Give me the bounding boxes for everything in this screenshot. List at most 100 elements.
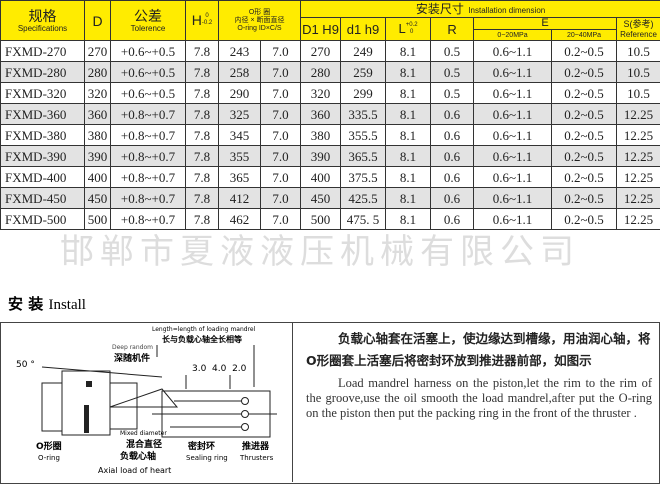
table-cell: 0.2~0.5	[552, 125, 617, 146]
table-cell: 7.8	[186, 41, 219, 62]
table-cell: 345	[219, 125, 261, 146]
table-cell: 8.1	[386, 209, 431, 230]
table-cell: 500	[301, 209, 341, 230]
table-cell: 7.0	[261, 146, 301, 167]
table-cell: 335.5	[341, 104, 386, 125]
table-cell: FXMD-390	[1, 146, 85, 167]
header-installation: 安装尺寸 Installation dimension	[301, 1, 660, 18]
dims-label: 3.0 4.0 2.0	[192, 364, 247, 374]
table-cell: 400	[301, 167, 341, 188]
table-cell: FXMD-400	[1, 167, 85, 188]
table-cell: 360	[85, 104, 111, 125]
table-cell: 355.5	[341, 125, 386, 146]
table-cell: 0.6	[431, 188, 474, 209]
table-cell: 0.2~0.5	[552, 104, 617, 125]
header-s: S(参考)Reference	[617, 18, 660, 41]
table-cell: 450	[301, 188, 341, 209]
table-cell: 7.0	[261, 83, 301, 104]
table-cell: 249	[341, 41, 386, 62]
table-cell: 7.0	[261, 209, 301, 230]
table-cell: 0.6~1.1	[474, 209, 552, 230]
mixed-cn-label: 混合直径	[126, 438, 162, 450]
table-cell: +0.8~+0.7	[111, 146, 186, 167]
table-cell: 280	[85, 62, 111, 83]
header-e: E	[474, 18, 617, 30]
table-cell: 8.1	[386, 62, 431, 83]
table-cell: 0.6~1.1	[474, 167, 552, 188]
length-en-label: Length=length of loading mandrel	[152, 326, 256, 333]
table-cell: 10.5	[617, 62, 660, 83]
table-cell: 8.1	[386, 104, 431, 125]
table-cell: 8.1	[386, 167, 431, 188]
header-e-high: 20~40MPa	[552, 30, 617, 41]
table-cell: FXMD-380	[1, 125, 85, 146]
thruster-en-label: Thrusters	[239, 454, 274, 462]
seal-cn-label: 密封环	[187, 440, 215, 452]
oring-cn-label: O形圈	[36, 440, 62, 452]
table-cell: 0.2~0.5	[552, 167, 617, 188]
deep-cn-label: 深随机件	[114, 352, 150, 364]
table-cell: 10.5	[617, 41, 660, 62]
table-cell: 320	[85, 83, 111, 104]
table-cell: 0.6~1.1	[474, 104, 552, 125]
table-cell: 12.25	[617, 125, 660, 146]
header-r: R	[431, 18, 474, 41]
watermark: 邯郸市夏液液压机械有限公司	[60, 234, 580, 270]
table-cell: +0.8~+0.7	[111, 104, 186, 125]
deep-en-label: Deep random	[112, 344, 153, 351]
table-cell: 7.0	[261, 125, 301, 146]
table-cell: 400	[85, 167, 111, 188]
table-cell: +0.8~+0.7	[111, 125, 186, 146]
table-cell: 0.2~0.5	[552, 209, 617, 230]
table-cell: 0.2~0.5	[552, 83, 617, 104]
table-cell: +0.6~+0.5	[111, 83, 186, 104]
table-cell: 380	[85, 125, 111, 146]
table-cell: 8.1	[386, 41, 431, 62]
header-d1-h9-small: d1 h9	[341, 18, 386, 41]
table-cell: +0.8~+0.7	[111, 167, 186, 188]
header-d1-h9: D1 H9	[301, 18, 341, 41]
table-cell: 259	[341, 62, 386, 83]
install-diagram: Length=length of loading mandrel 长与负载心轴全…	[2, 323, 290, 479]
table-cell: 390	[85, 146, 111, 167]
table-cell: 462	[219, 209, 261, 230]
table-cell: 380	[301, 125, 341, 146]
table-cell: 7.8	[186, 188, 219, 209]
table-cell: 375.5	[341, 167, 386, 188]
table-cell: 365.5	[341, 146, 386, 167]
table-cell: 0.6~1.1	[474, 83, 552, 104]
table-cell: 412	[219, 188, 261, 209]
header-e-low: 0~20MPa	[474, 30, 552, 41]
table-cell: 12.25	[617, 146, 660, 167]
table-cell: +0.6~+0.5	[111, 41, 186, 62]
table-cell: 258	[219, 62, 261, 83]
table-cell: +0.8~+0.7	[111, 209, 186, 230]
table-cell: 7.0	[261, 188, 301, 209]
table-cell: FXMD-320	[1, 83, 85, 104]
table-cell: 0.2~0.5	[552, 146, 617, 167]
mandrel-en-label: Axial load of heart	[98, 466, 171, 475]
table-cell: 8.1	[386, 83, 431, 104]
table-cell: 0.5	[431, 62, 474, 83]
table-cell: 355	[219, 146, 261, 167]
table-cell: 0.6	[431, 125, 474, 146]
table-cell: 8.1	[386, 188, 431, 209]
angle-label: 50 °	[16, 360, 35, 370]
table-cell: 12.25	[617, 188, 660, 209]
table-cell: 7.8	[186, 83, 219, 104]
table-cell: 7.8	[186, 125, 219, 146]
table-cell: 299	[341, 83, 386, 104]
table-cell: FXMD-280	[1, 62, 85, 83]
table-cell: 425.5	[341, 188, 386, 209]
table-cell: 500	[85, 209, 111, 230]
table-cell: 0.6~1.1	[474, 62, 552, 83]
table-cell: 7.8	[186, 209, 219, 230]
